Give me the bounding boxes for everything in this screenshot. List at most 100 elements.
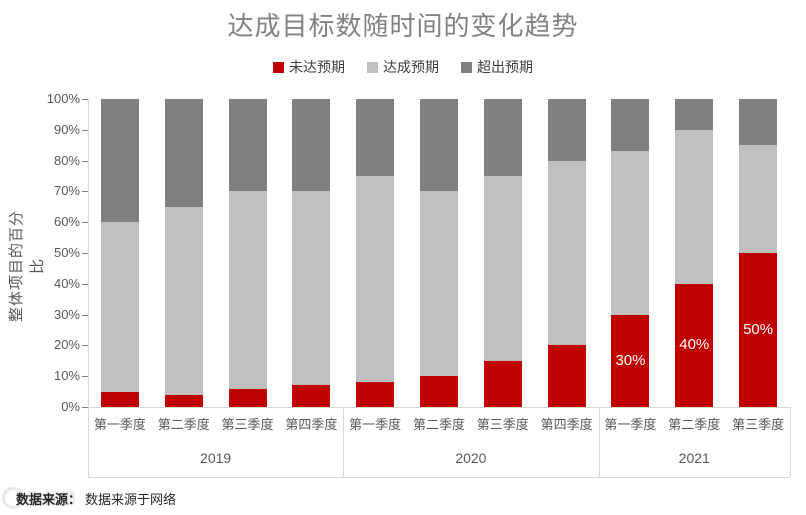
bar-segment-达成预期	[164, 206, 203, 395]
y-tick-mark	[82, 129, 88, 131]
x-category-label: 第二季度	[412, 417, 465, 432]
bar-segment-超出预期	[739, 99, 778, 146]
bar-segment-达成预期	[547, 160, 586, 346]
bar-segment-达成预期	[292, 191, 331, 386]
watermark-glyph	[27, 491, 41, 505]
legend-swatch-icon	[367, 61, 378, 73]
bar-segment-达成预期	[228, 191, 267, 389]
chart-legend: 未达预期 达成预期 超出预期	[0, 57, 806, 77]
y-tick-label: 20%	[53, 337, 80, 353]
y-tick-mark	[82, 314, 88, 316]
y-tick-mark	[82, 345, 88, 347]
bar-data-label: 40%	[679, 336, 710, 354]
watermark-logo	[2, 487, 75, 509]
source-text: 数据来源于网络	[85, 492, 177, 507]
watermark-circle-icon	[2, 487, 24, 509]
bar-segment-达成预期	[675, 129, 714, 284]
y-tick-label: 70%	[53, 183, 80, 199]
group-separator	[790, 407, 791, 477]
bar-segment-达成预期	[611, 151, 650, 315]
y-tick-mark	[82, 283, 88, 285]
x-year-label: 2021	[678, 450, 710, 466]
bar-segment-达成预期	[100, 222, 139, 392]
y-tick-mark	[82, 376, 88, 378]
bar-data-label: 30%	[615, 351, 646, 369]
bar-segment-未达预期	[675, 283, 714, 407]
x-category-label: 第四季度	[285, 417, 338, 432]
bar-segment-未达预期	[739, 253, 778, 407]
bar-segment-达成预期	[420, 191, 458, 377]
legend-swatch-icon	[461, 61, 472, 73]
bar-segment-达成预期	[483, 176, 522, 361]
x-category-label: 第二季度	[157, 417, 210, 432]
source-note: 数据来源： 数据来源于网络	[16, 489, 176, 508]
x-year-label: 2020	[455, 450, 487, 466]
y-tick-label: 50%	[53, 245, 80, 260]
y-tick-mark	[82, 191, 88, 193]
legend-swatch-icon	[273, 61, 284, 73]
bar-segment-超出预期	[420, 99, 458, 192]
bar-segment-未达预期	[420, 376, 458, 407]
watermark-glyph	[44, 491, 58, 505]
bar-segment-超出预期	[164, 99, 203, 207]
y-tick-label: 10%	[53, 368, 80, 384]
bar-segment-未达预期	[483, 360, 522, 407]
x-category-label: 第一季度	[349, 417, 402, 432]
bar-segment-达成预期	[356, 176, 395, 383]
legend-label: 超出预期	[477, 59, 533, 75]
x-category-label: 第四季度	[540, 417, 593, 432]
legend-item: 超出预期	[461, 57, 533, 77]
bar-segment-超出预期	[100, 99, 139, 223]
bar-segment-超出预期	[292, 99, 331, 192]
y-tick-label: 40%	[53, 275, 80, 291]
legend-item: 达成预期	[367, 57, 439, 77]
bar-segment-超出预期	[611, 99, 650, 152]
y-axis-line	[88, 99, 89, 407]
x-category-label: 第一季度	[604, 417, 657, 432]
x-axis-bottom-line	[88, 477, 790, 478]
bar-segment-未达预期	[164, 394, 203, 407]
bar-segment-超出预期	[228, 99, 267, 192]
group-separator	[88, 407, 89, 477]
legend-item: 未达预期	[273, 57, 345, 77]
x-category-label: 第一季度	[93, 417, 146, 432]
y-tick-mark	[82, 222, 88, 224]
plot-area: 30% 40% 50%	[88, 99, 790, 407]
bar-segment-未达预期	[100, 391, 139, 407]
legend-label: 达成预期	[383, 59, 439, 75]
x-category-label: 第二季度	[668, 417, 721, 432]
source-label: 数据来源：	[16, 492, 82, 507]
y-tick-mark	[82, 407, 88, 408]
bar-segment-超出预期	[547, 99, 586, 161]
bar-segment-未达预期	[356, 382, 395, 407]
x-category-label: 第三季度	[732, 417, 785, 432]
chart-title: 达成目标数随时间的变化趋势	[227, 11, 579, 41]
bar-segment-未达预期	[228, 388, 267, 407]
bar-segment-超出预期	[483, 99, 522, 176]
y-tick-label: 80%	[53, 152, 80, 168]
y-tick-label: 60%	[53, 214, 80, 230]
x-axis-baseline	[88, 407, 790, 408]
y-tick-label: 30%	[53, 306, 80, 322]
y-tick-mark	[82, 160, 88, 162]
y-tick-mark	[82, 253, 88, 254]
y-tick-label: 0%	[61, 399, 80, 414]
x-category-label: 第三季度	[221, 417, 274, 432]
watermark-glyph	[61, 491, 75, 505]
group-separator	[598, 407, 600, 477]
legend-label: 未达预期	[289, 59, 345, 75]
bar-segment-超出预期	[675, 99, 714, 130]
bar-segment-未达预期	[547, 345, 586, 407]
bar-segment-超出预期	[356, 99, 395, 176]
bar-segment-未达预期	[611, 314, 650, 407]
y-tick-label: 90%	[53, 121, 80, 137]
x-year-label: 2019	[200, 450, 232, 466]
y-tick-mark	[82, 99, 88, 100]
x-category-label: 第三季度	[476, 417, 529, 432]
y-tick-label: 100%	[46, 91, 80, 106]
bar-segment-达成预期	[739, 145, 778, 253]
group-separator	[343, 407, 345, 477]
bar-data-label: 50%	[743, 321, 774, 338]
bar-segment-未达预期	[292, 385, 331, 407]
